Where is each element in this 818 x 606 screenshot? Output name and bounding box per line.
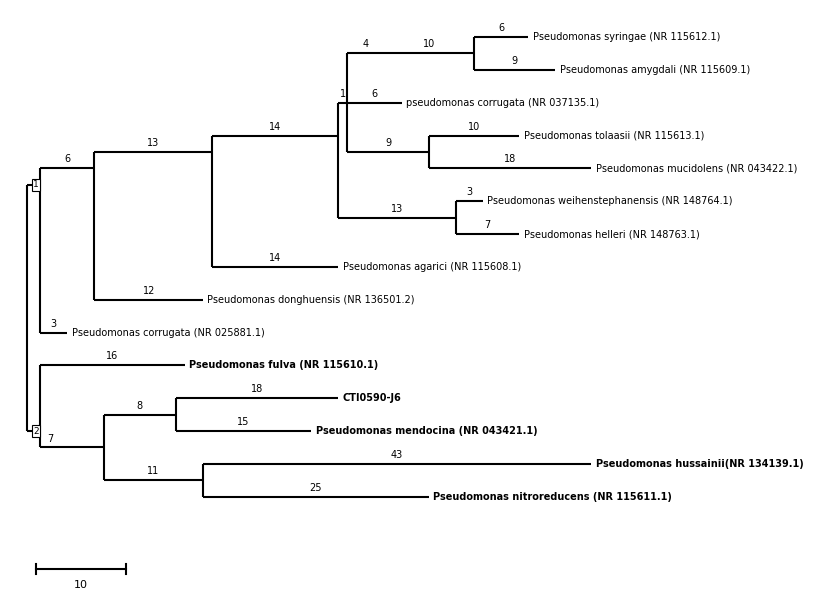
Text: Pseudomonas weihenstephanensis (NR 148764.1): Pseudomonas weihenstephanensis (NR 14876… (488, 196, 733, 206)
Text: Pseudomonas nitroreducens (NR 115611.1): Pseudomonas nitroreducens (NR 115611.1) (434, 491, 672, 502)
Text: 1: 1 (33, 180, 38, 189)
Text: 4: 4 (362, 39, 369, 50)
Text: 9: 9 (385, 138, 391, 148)
Text: CTI0590-J6: CTI0590-J6 (343, 393, 402, 403)
Text: 10: 10 (468, 122, 480, 132)
Text: Pseudomonas syringae (NR 115612.1): Pseudomonas syringae (NR 115612.1) (533, 32, 720, 42)
Text: 15: 15 (237, 417, 249, 427)
Text: 14: 14 (269, 122, 281, 132)
Text: pseudomonas corrugata (NR 037135.1): pseudomonas corrugata (NR 037135.1) (407, 98, 600, 108)
Text: Pseudomonas mucidolens (NR 043422.1): Pseudomonas mucidolens (NR 043422.1) (596, 164, 798, 173)
Text: Pseudomonas helleri (NR 148763.1): Pseudomonas helleri (NR 148763.1) (524, 229, 699, 239)
Text: 7: 7 (484, 220, 491, 230)
Text: 6: 6 (65, 155, 70, 164)
Text: Pseudomonas fulva (NR 115610.1): Pseudomonas fulva (NR 115610.1) (189, 361, 379, 370)
Text: 43: 43 (391, 450, 403, 460)
Text: 6: 6 (498, 23, 504, 33)
Text: 1: 1 (339, 88, 346, 99)
Text: 13: 13 (391, 204, 403, 214)
Text: Pseudomonas donghuensis (NR 136501.2): Pseudomonas donghuensis (NR 136501.2) (208, 295, 415, 305)
Text: Pseudomonas corrugata (NR 025881.1): Pseudomonas corrugata (NR 025881.1) (72, 328, 265, 338)
Text: Pseudomonas hussainii(NR 134139.1): Pseudomonas hussainii(NR 134139.1) (596, 459, 803, 469)
Text: 16: 16 (106, 351, 119, 361)
Text: 9: 9 (511, 56, 518, 66)
Text: 18: 18 (504, 155, 516, 164)
Text: 14: 14 (269, 253, 281, 263)
Text: 10: 10 (423, 39, 435, 50)
Text: 11: 11 (147, 467, 160, 476)
Text: Pseudomonas mendocina (NR 043421.1): Pseudomonas mendocina (NR 043421.1) (316, 426, 537, 436)
Text: 2: 2 (33, 427, 38, 436)
Text: 12: 12 (142, 286, 155, 296)
Text: 18: 18 (251, 384, 263, 395)
Text: 25: 25 (309, 483, 322, 493)
Text: 13: 13 (147, 138, 160, 148)
Text: Pseudomonas tolaasii (NR 115613.1): Pseudomonas tolaasii (NR 115613.1) (524, 130, 704, 141)
Text: 6: 6 (371, 88, 378, 99)
Text: 10: 10 (74, 581, 88, 590)
Text: 8: 8 (137, 401, 142, 411)
Text: Pseudomonas agarici (NR 115608.1): Pseudomonas agarici (NR 115608.1) (343, 262, 521, 272)
Text: Pseudomonas amygdali (NR 115609.1): Pseudomonas amygdali (NR 115609.1) (560, 65, 750, 75)
Text: 7: 7 (47, 433, 54, 444)
Text: 3: 3 (51, 319, 57, 328)
Text: 3: 3 (466, 187, 473, 198)
